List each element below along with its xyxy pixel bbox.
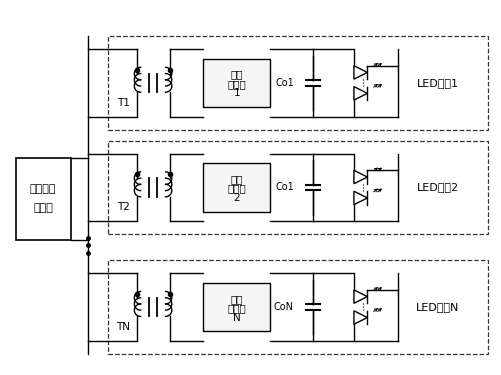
- Bar: [203, 58, 271, 107]
- Bar: [16, 158, 71, 240]
- Bar: [108, 141, 488, 234]
- Text: 整流器: 整流器: [227, 303, 246, 313]
- Text: Co1: Co1: [275, 183, 294, 192]
- Text: TN: TN: [116, 322, 130, 332]
- Text: 电压源: 电压源: [33, 203, 53, 213]
- Text: N: N: [233, 312, 240, 322]
- Text: 高频交流: 高频交流: [30, 184, 57, 194]
- Text: LED负载N: LED负载N: [416, 302, 459, 312]
- Text: T1: T1: [117, 98, 130, 108]
- Bar: [108, 260, 488, 354]
- Text: 输出: 输出: [230, 70, 243, 80]
- Text: LED负载2: LED负载2: [417, 183, 459, 192]
- Text: 输出: 输出: [230, 174, 243, 184]
- Text: LED负载1: LED负载1: [417, 78, 459, 88]
- Text: 整流器: 整流器: [227, 184, 246, 194]
- Text: CoN: CoN: [274, 302, 294, 312]
- Text: 整流器: 整流器: [227, 79, 246, 89]
- Text: 输出: 输出: [230, 294, 243, 304]
- Text: 2: 2: [233, 193, 240, 203]
- Bar: [203, 283, 271, 332]
- Bar: [203, 163, 271, 212]
- Text: 1: 1: [233, 88, 240, 98]
- Bar: [108, 36, 488, 130]
- Text: Co1: Co1: [275, 78, 294, 88]
- Text: T2: T2: [117, 202, 130, 213]
